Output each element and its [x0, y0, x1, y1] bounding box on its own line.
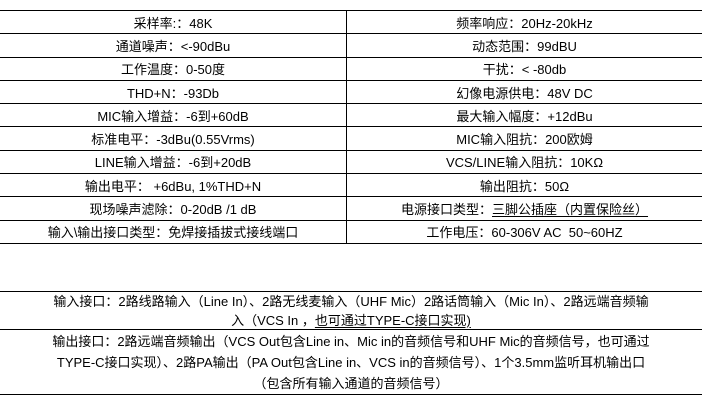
text-segment: LINE输入增益：-6到+20dB: [94, 155, 252, 171]
spec-cell-right: 干扰：< -80db: [347, 58, 702, 80]
io-row-output-interfaces: 输出接口：2路远端音频输出（VCS Out包含Line in、Mic in的音频…: [0, 330, 702, 395]
spec-cell-left: LINE输入增益：-6到+20dB: [0, 150, 347, 174]
io-interfaces-table: 输入接口：2路线路输入（Line In）、2路无线麦输入（UHF Mic）2路话…: [0, 291, 702, 395]
spec-cell-right: 工作电压：60-306V AC 50~60HZ: [347, 221, 702, 243]
spec-row: 标准电平：-3dBu(0.55Vrms) MIC输入阻抗：200欧姆: [0, 127, 702, 151]
spec-cell-right: 幻像电源供电：48V DC: [347, 81, 702, 103]
text-segment: VCS/LINE输入阻抗：10KΩ: [445, 155, 604, 171]
spec-cell-left: 通道噪声：<-90dBu: [0, 34, 347, 57]
text-segment: 工作温度：0-50度: [120, 62, 226, 78]
text-segment: 标准电平：-3dBu(0.55Vrms): [91, 132, 255, 148]
spec-cell-right: 电源接口类型： 三脚公插座（内置保险丝）: [347, 197, 702, 219]
spec-cell-left: MIC输入增益：-6到+60dB: [0, 104, 347, 127]
spec-row: 工作温度：0-50度 干扰：< -80db: [0, 57, 702, 81]
text-segment: MIC输入增益：-6到+60dB: [97, 108, 249, 124]
text-segment: 动态范围：99dBU: [472, 38, 577, 54]
text-segment: 干扰：< -80db: [482, 62, 567, 78]
text-segment: MIC输入阻抗：200欧姆: [456, 132, 593, 148]
text-segment: 输出接口：2路远端音频输出（VCS Out包含Line in、Mic in的音频…: [52, 333, 650, 349]
text-segment: 输出电平： +6dBu, 1%THD+N: [84, 178, 262, 194]
spec-cell-left: 工作温度：0-50度: [0, 57, 347, 80]
spec-cell-left: 输入\输出接口类型：免焊接插拔式接线端口: [0, 220, 347, 243]
spec-row: 现场噪声滤除：0-20dB /1 dB 电源接口类型： 三脚公插座（内置保险丝）: [0, 197, 702, 221]
io-line: 输出接口：2路远端音频输出（VCS Out包含Line in、Mic in的音频…: [0, 331, 702, 352]
spec-cell-left: 输出电平： +6dBu, 1%THD+N: [0, 174, 347, 197]
spec-cell-right: 动态范围：99dBU: [347, 34, 702, 56]
io-line: （包含所有输入通道的音频信号）: [0, 373, 702, 394]
text-segment: 现场噪声滤除：0-20dB /1 dB: [89, 202, 257, 218]
io-line: TYPE-C接口实现）、2路PA输出（PA Out包含Line in、VCS i…: [0, 352, 702, 373]
text-segment: （包含所有输入通道的音频信号）: [253, 375, 449, 391]
spec-cell-right: 输出阻抗：50Ω: [347, 174, 702, 196]
text-segment: 频率响应：20Hz-20kHz: [456, 15, 593, 31]
spec-row: THD+N：-93Db 幻像电源供电：48V DC: [0, 80, 702, 105]
io-row-input-interfaces: 输入接口：2路线路输入（Line In）、2路无线麦输入（UHF Mic）2路话…: [0, 292, 702, 330]
spec-row: 输入\输出接口类型：免焊接插拔式接线端口 工作电压：60-306V AC 50~6…: [0, 220, 702, 244]
spec-cell-left: THD+N：-93Db: [0, 80, 347, 104]
spec-row: MIC输入增益：-6到+60dB 最大输入幅度：+12dBu: [0, 104, 702, 128]
text-segment: 输出阻抗：50Ω: [479, 178, 570, 194]
text-segment: THD+N：-93Db: [126, 85, 220, 101]
text-segment: TYPE-C接口实现）、2路PA输出（PA Out包含Line in、VCS i…: [56, 354, 646, 370]
spec-row: LINE输入增益：-6到+20dB VCS/LINE输入阻抗：10KΩ: [0, 150, 702, 175]
io-line: 入（VCS In ，也可通过TYPE-C接口实现): [0, 311, 702, 330]
spec-row: 采样率:：48K 频率响应：20Hz-20kHz: [0, 11, 702, 35]
underlined-text-segment: 也可通过TYPE-C接口实现): [314, 312, 471, 328]
spec-row: 通道噪声：<-90dBu 动态范围：99dBU: [0, 34, 702, 58]
text-segment: 电源接口类型：: [400, 202, 492, 218]
spec-table: 采样率:：48K 频率响应：20Hz-20kHz 通道噪声：<-90dBu 动态范围：…: [0, 10, 702, 244]
spec-cell-left: 现场噪声滤除：0-20dB /1 dB: [0, 197, 347, 220]
text-segment: 幻像电源供电：48V DC: [456, 85, 593, 101]
io-line: 输入接口：2路线路输入（Line In）、2路无线麦输入（UHF Mic）2路话…: [0, 292, 702, 311]
spec-cell-left: 采样率:：48K: [0, 11, 347, 34]
underlined-text-segment: 三脚公插座（内置保险丝）: [492, 202, 649, 218]
spec-row: 输出电平： +6dBu, 1%THD+N 输出阻抗：50Ω: [0, 174, 702, 198]
spec-cell-right: 最大输入幅度：+12dBu: [347, 104, 702, 126]
spec-cell-right: MIC输入阻抗：200欧姆: [347, 127, 702, 149]
text-segment: 最大输入幅度：+12dBu: [456, 108, 593, 124]
text-segment: 输入接口：2路线路输入（Line In）、2路无线麦输入（UHF Mic）2路话…: [53, 293, 649, 309]
text-segment: 入（VCS In ，: [231, 312, 315, 328]
text-segment: 采样率:：48K: [133, 15, 213, 31]
text-segment: 输入\输出接口类型：免焊接插拔式接线端口: [47, 225, 299, 241]
text-segment: 通道噪声：<-90dBu: [115, 38, 231, 54]
spec-cell-left: 标准电平：-3dBu(0.55Vrms): [0, 127, 347, 150]
spec-cell-right: 频率响应：20Hz-20kHz: [347, 11, 702, 33]
text-segment: 工作电压：60-306V AC 50~60HZ: [426, 225, 623, 241]
spec-cell-right: VCS/LINE输入阻抗：10KΩ: [347, 151, 702, 173]
